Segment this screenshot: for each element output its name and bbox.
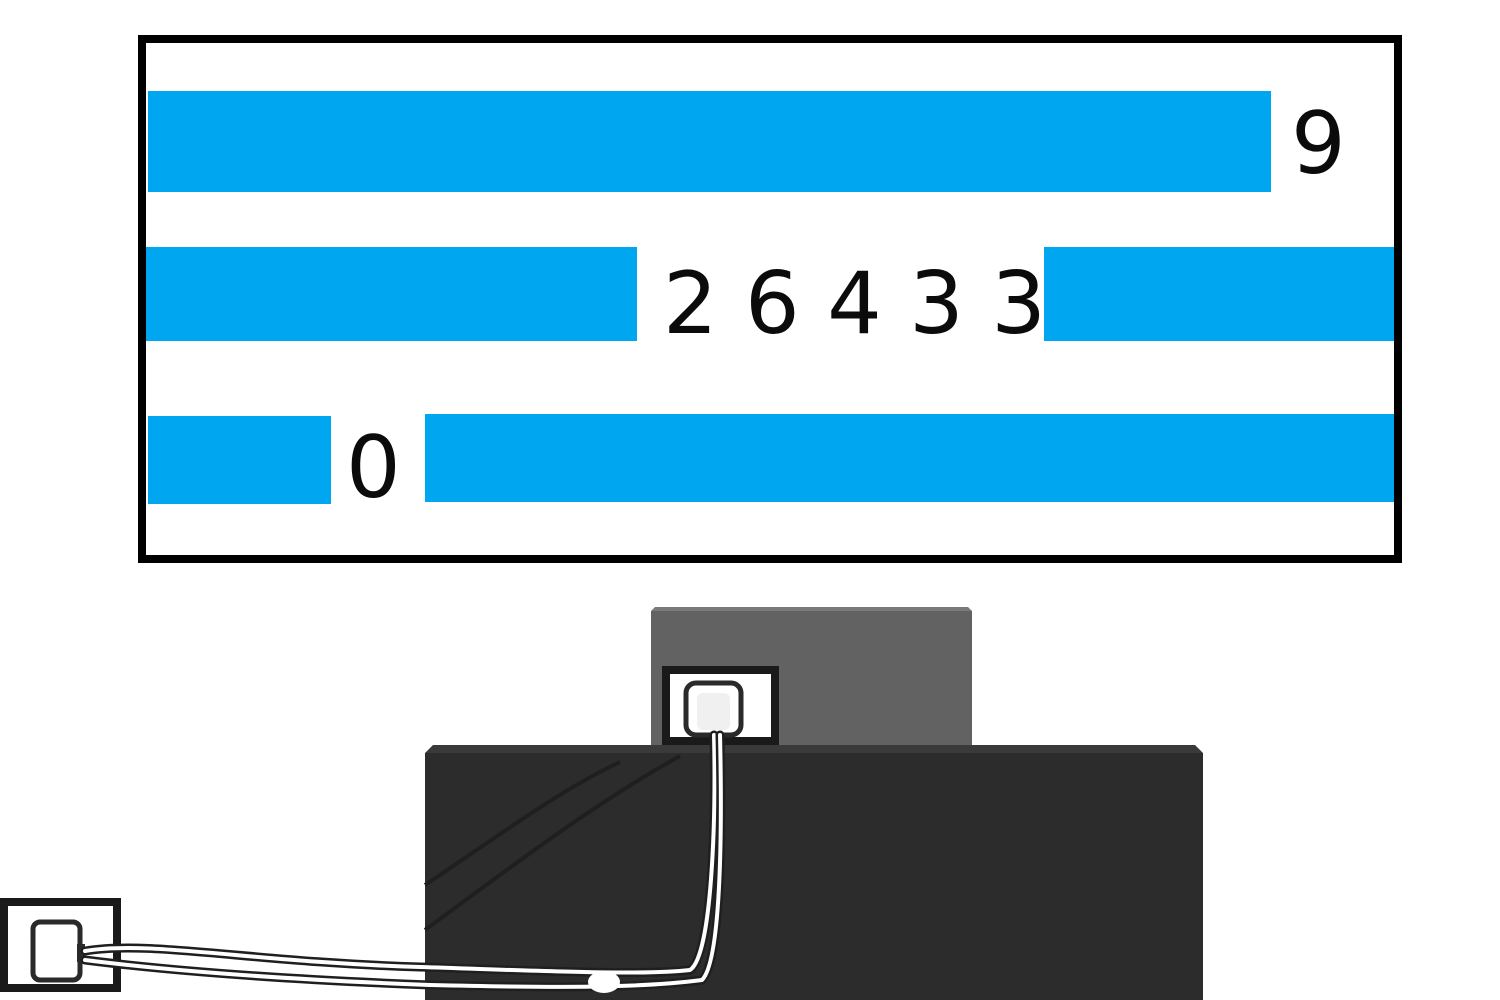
power-cable-icon	[80, 730, 726, 993]
game-display-screen: 9 2 6 4 3 3 0	[138, 35, 1402, 563]
row-3-digits: 0	[346, 418, 401, 518]
row-2-bar-right	[1044, 247, 1394, 341]
row-1-bar-left	[148, 91, 1271, 192]
row-3-bar-left	[148, 416, 331, 504]
row-2-bar-left	[146, 247, 637, 341]
device-base-block	[423, 745, 1203, 1000]
wall-outlet-icon[interactable]	[0, 898, 121, 992]
row-3-bar-right	[425, 414, 1394, 502]
row-1-digits: 9	[1291, 94, 1346, 194]
row-2-digits: 2 6 4 3 3	[663, 254, 1046, 354]
